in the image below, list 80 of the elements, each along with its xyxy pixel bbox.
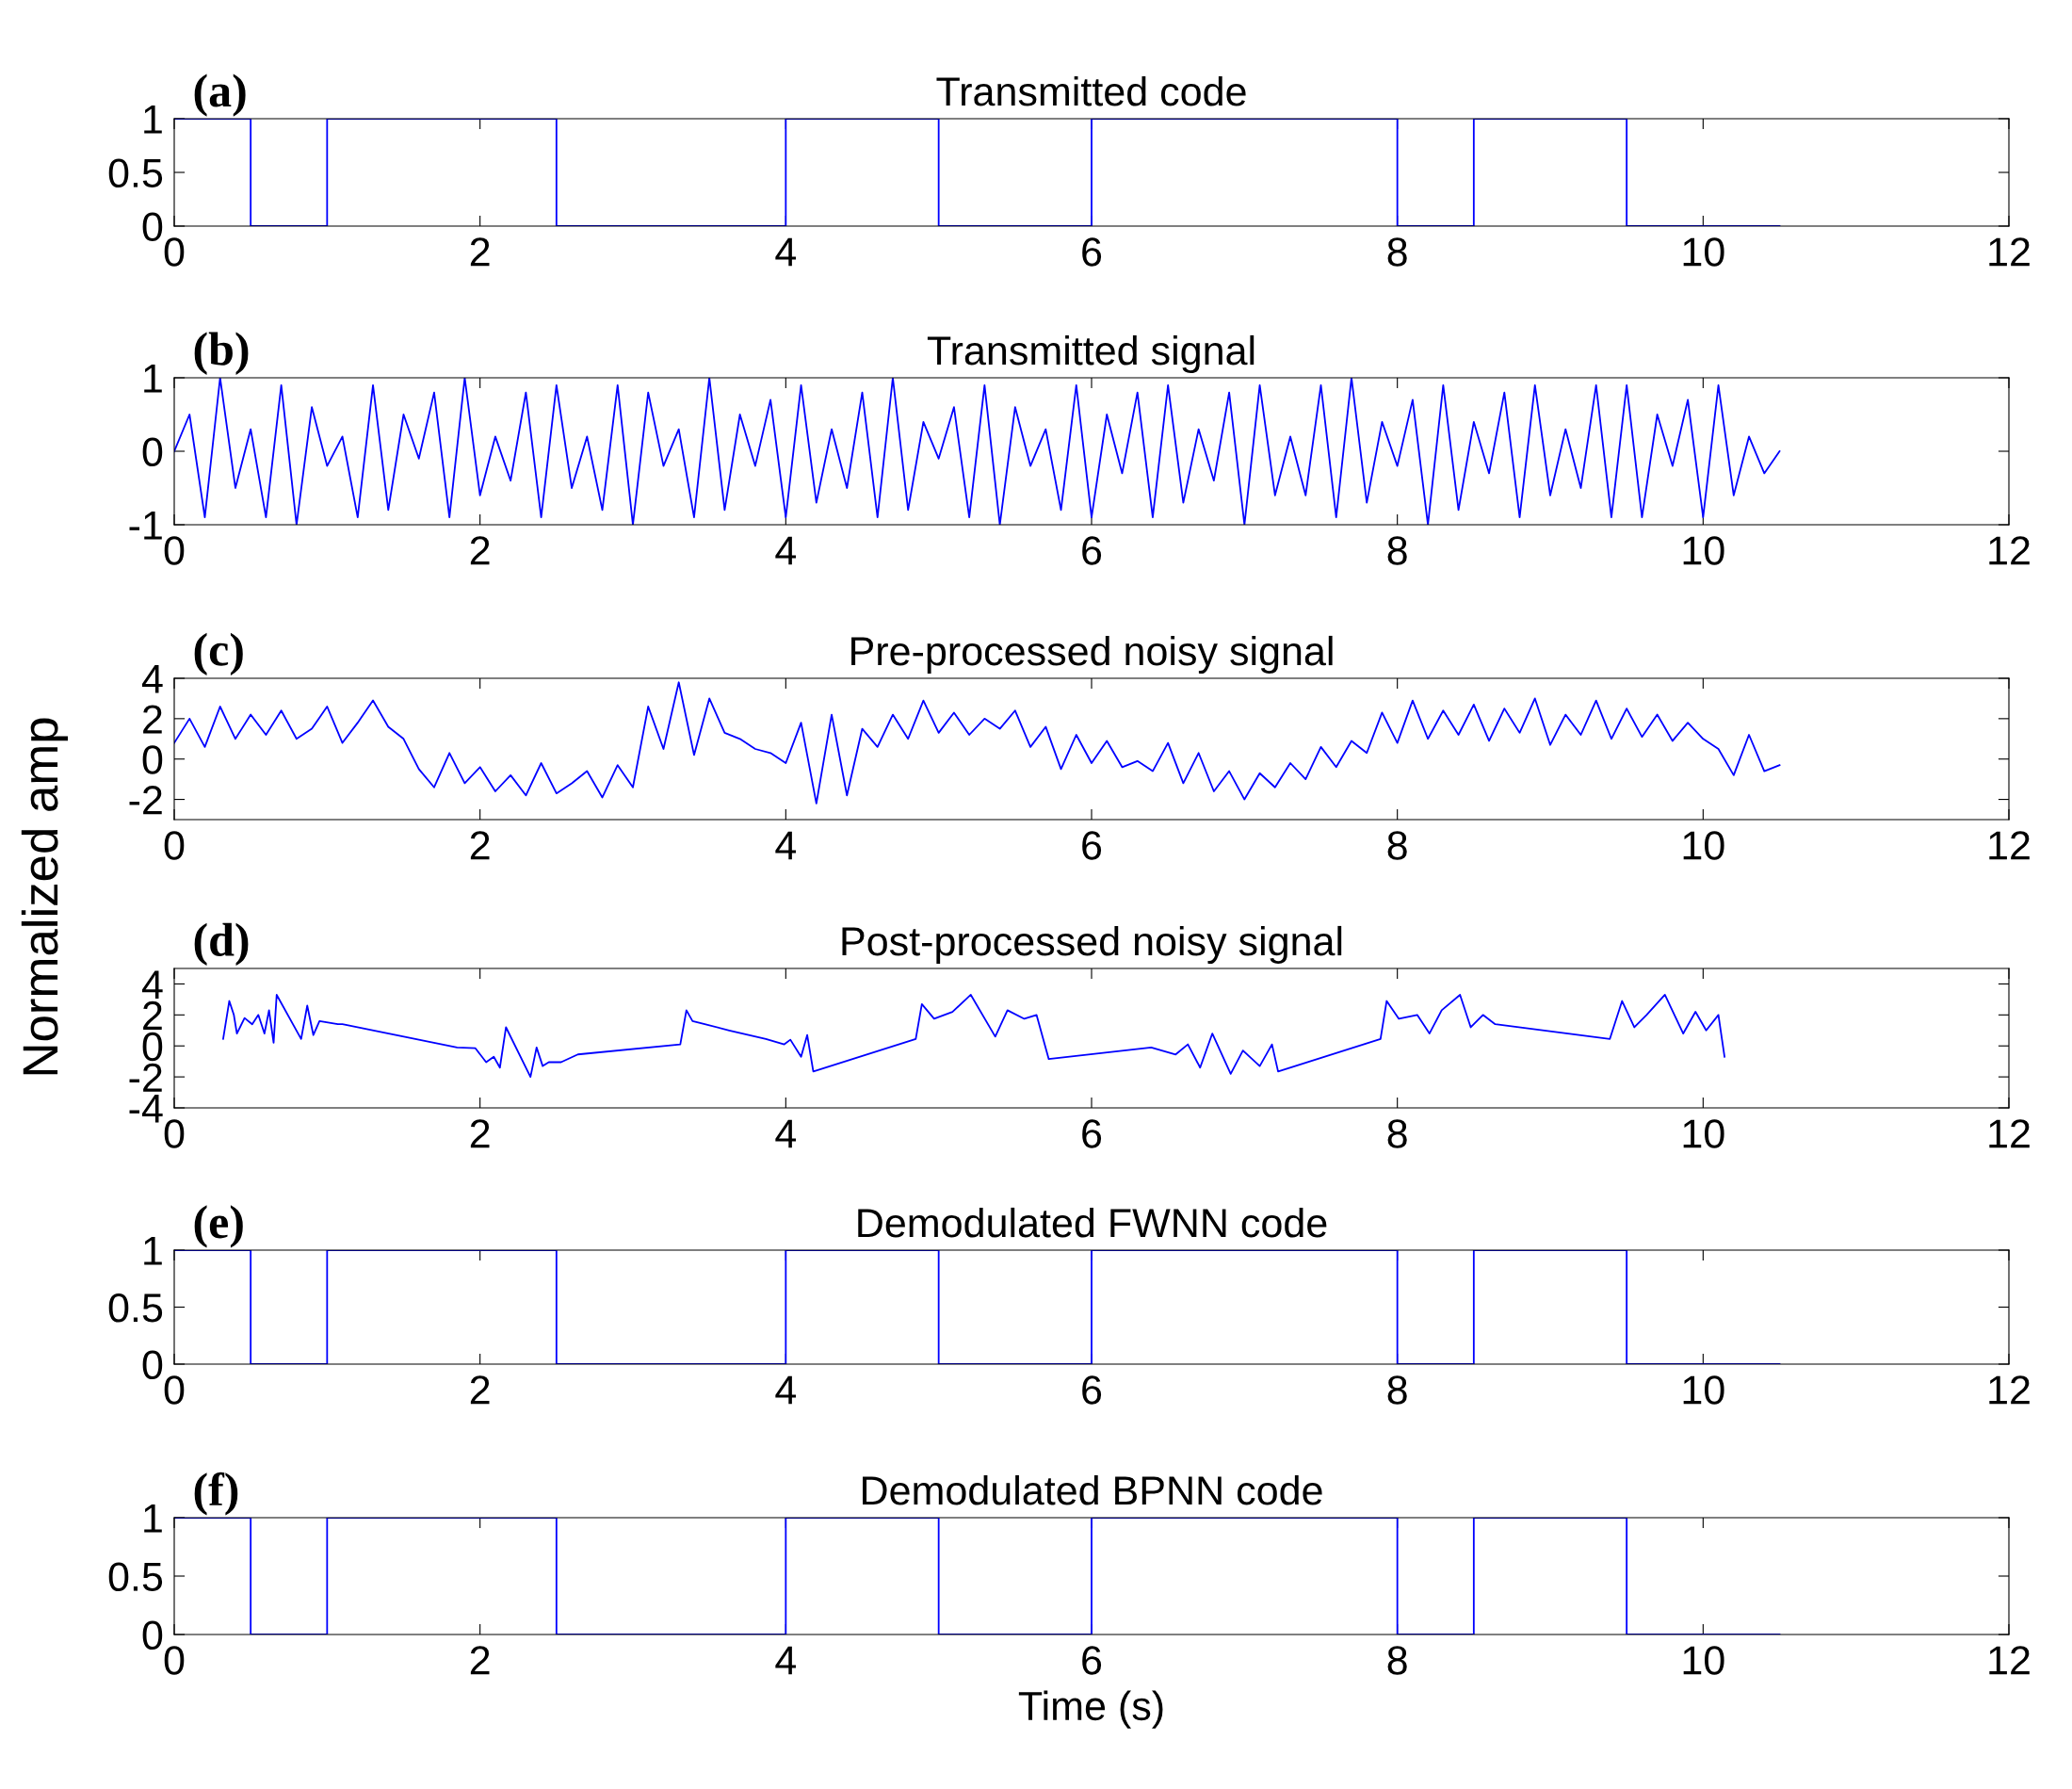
x-tick-label: 10 bbox=[1683, 237, 1724, 267]
x-tick-label: 8 bbox=[1387, 237, 1407, 267]
y-tick-label: 0 bbox=[142, 212, 163, 242]
x-tick-label: 6 bbox=[1082, 536, 1102, 565]
y-tick-label: -2 bbox=[129, 786, 162, 815]
x-tick-label: 8 bbox=[1387, 1646, 1407, 1675]
line-series bbox=[174, 378, 1781, 525]
chart-title: Demodulated FWNN code bbox=[858, 1207, 1327, 1238]
y-tick-label: 2 bbox=[143, 705, 162, 734]
y-tick-label: 0 bbox=[142, 1350, 163, 1380]
x-tick-label: 12 bbox=[1989, 1375, 2030, 1405]
x-tick-label: 12 bbox=[1989, 831, 2030, 860]
x-tick-label: 12 bbox=[1989, 237, 2030, 267]
chart-title: Transmitted signal bbox=[927, 334, 1255, 374]
x-tick-label: 4 bbox=[775, 1646, 797, 1675]
y-tick-label: 0.5 bbox=[108, 1293, 163, 1323]
x-tick-label: 0 bbox=[164, 1119, 185, 1148]
x-tick-label: 12 bbox=[1989, 1646, 2030, 1675]
x-tick-label: 2 bbox=[470, 1119, 490, 1148]
y-axis-title: Normalized amp bbox=[21, 718, 69, 1075]
x-tick-label: 4 bbox=[775, 536, 797, 565]
chart-title: Transmitted code bbox=[936, 75, 1246, 106]
y-tick-label: 0 bbox=[142, 1032, 163, 1062]
y-tick-label: 1 bbox=[144, 1236, 162, 1265]
x-tick-label: 0 bbox=[164, 536, 185, 565]
x-tick-label: 10 bbox=[1683, 1375, 1724, 1405]
x-axis-title: Time (s) bbox=[1018, 1690, 1163, 1729]
x-tick-label: 2 bbox=[470, 237, 490, 267]
x-tick-label: 0 bbox=[164, 1375, 185, 1405]
y-tick-label: 2 bbox=[143, 1000, 162, 1030]
x-tick-label: 2 bbox=[470, 536, 490, 565]
x-tick-label: 6 bbox=[1082, 1119, 1102, 1148]
y-tick-label: 1 bbox=[144, 105, 162, 134]
x-tick-label: 4 bbox=[775, 237, 797, 267]
y-tick-label: 0 bbox=[142, 745, 163, 774]
y-tick-label: 0 bbox=[142, 437, 163, 467]
y-tick-label: 0 bbox=[142, 1620, 163, 1651]
x-tick-label: 8 bbox=[1387, 1375, 1407, 1405]
x-tick-label: 10 bbox=[1683, 1119, 1724, 1148]
text: (b) bbox=[194, 332, 249, 375]
chart-title: Demodulated BPNN code bbox=[863, 1474, 1322, 1505]
x-tick-label: 4 bbox=[775, 831, 797, 860]
y-tick-label: 1 bbox=[144, 364, 162, 393]
x-tick-label: 6 bbox=[1082, 831, 1102, 860]
y-tick-label: -2 bbox=[129, 1063, 162, 1092]
text: (f) bbox=[194, 1472, 238, 1516]
x-tick-label: 2 bbox=[470, 1646, 490, 1675]
x-tick-label: 2 bbox=[470, 1375, 490, 1405]
y-tick-label: 0.5 bbox=[108, 158, 163, 188]
x-tick-label: 10 bbox=[1683, 536, 1724, 565]
x-tick-label: 12 bbox=[1989, 1119, 2030, 1148]
x-tick-label: 0 bbox=[164, 831, 185, 860]
text: (e) bbox=[194, 1205, 243, 1248]
x-tick-label: 12 bbox=[1989, 536, 2030, 565]
x-tick-label: 2 bbox=[470, 831, 490, 860]
text: (d) bbox=[194, 922, 249, 967]
x-tick-label: 6 bbox=[1082, 1646, 1102, 1675]
y-tick-label: 4 bbox=[141, 970, 163, 1000]
x-tick-label: 8 bbox=[1387, 536, 1407, 565]
line-series bbox=[222, 994, 1725, 1079]
y-tick-label: 4 bbox=[141, 664, 163, 693]
line-series bbox=[174, 681, 1781, 805]
text: (a) bbox=[194, 73, 246, 117]
y-tick-label: 1 bbox=[144, 1504, 162, 1533]
x-tick-label: 10 bbox=[1683, 1646, 1724, 1675]
chart-title: Pre-processed noisy signal bbox=[851, 635, 1333, 675]
x-tick-label: 0 bbox=[164, 1646, 185, 1675]
x-tick-label: 6 bbox=[1082, 237, 1102, 267]
x-tick-label: 0 bbox=[164, 237, 185, 267]
y-tick-label: 0.5 bbox=[108, 1562, 163, 1592]
x-tick-label: 4 bbox=[775, 1375, 797, 1405]
x-tick-label: 10 bbox=[1683, 831, 1724, 860]
text: (c) bbox=[194, 632, 243, 675]
x-tick-label: 6 bbox=[1082, 1375, 1102, 1405]
chart-title: Post-processed noisy signal bbox=[842, 925, 1342, 965]
y-tick-label: -1 bbox=[129, 511, 162, 540]
x-tick-label: 8 bbox=[1387, 831, 1407, 860]
y-tick-label: -4 bbox=[129, 1094, 163, 1123]
x-tick-label: 8 bbox=[1387, 1119, 1407, 1148]
x-tick-label: 4 bbox=[775, 1119, 797, 1148]
